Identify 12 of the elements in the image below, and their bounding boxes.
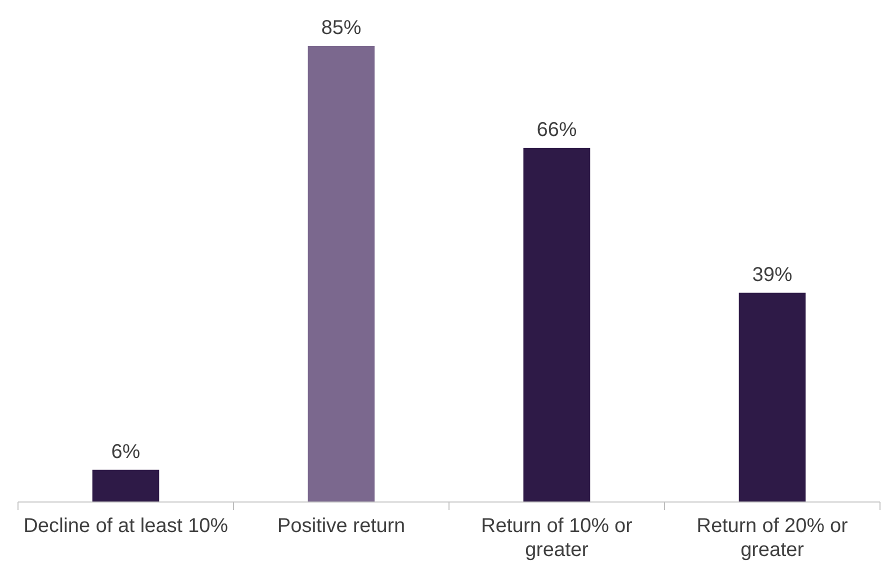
bar <box>523 148 590 502</box>
bar <box>308 46 375 502</box>
x-tick-label: Decline of at least 10% <box>23 515 228 537</box>
x-tick-label: Positive return <box>277 515 406 537</box>
bar <box>738 292 806 502</box>
x-tick-label: Return of 10% or greater <box>481 515 633 561</box>
x-tick-label: Return of 20% or greater <box>696 515 848 561</box>
bar <box>92 470 160 502</box>
data-label: 66% <box>536 118 577 141</box>
data-label: 39% <box>752 264 792 286</box>
data-label: 85% <box>321 17 362 39</box>
data-label: 6% <box>111 440 140 463</box>
